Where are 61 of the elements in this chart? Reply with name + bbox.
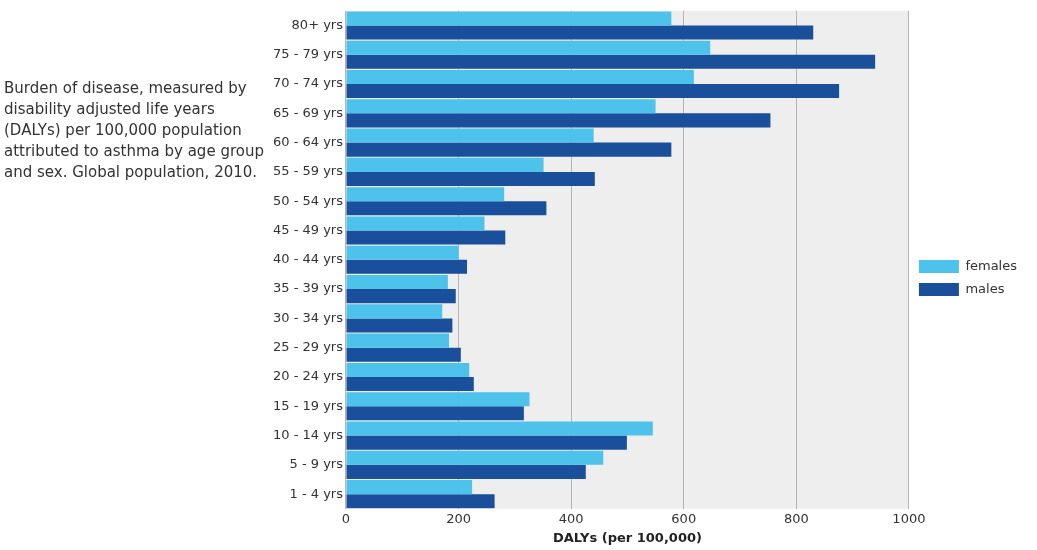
y-tick-label: 30 - 34 yrs bbox=[273, 309, 344, 325]
bar bbox=[346, 362, 470, 377]
bar bbox=[346, 450, 604, 465]
y-tick-label: 80+ yrs bbox=[291, 16, 344, 32]
x-tick-label: 0 bbox=[341, 510, 351, 526]
bar bbox=[346, 494, 495, 509]
bar bbox=[346, 245, 459, 260]
bar bbox=[346, 406, 524, 421]
bar bbox=[346, 275, 448, 290]
bar bbox=[346, 25, 814, 40]
y-tick-label: 10 - 14 yrs bbox=[273, 426, 344, 442]
bar bbox=[346, 230, 506, 245]
bar bbox=[346, 99, 656, 114]
y-tick-label: 55 - 59 yrs bbox=[273, 163, 344, 179]
y-tick-label: 45 - 49 yrs bbox=[273, 221, 344, 237]
bar bbox=[346, 84, 840, 99]
x-tick-label: 800 bbox=[783, 510, 809, 526]
legend-label: females bbox=[965, 257, 1018, 273]
bar bbox=[346, 69, 694, 85]
y-tick-label: 15 - 19 yrs bbox=[273, 397, 344, 413]
y-tick-label: 20 - 24 yrs bbox=[273, 368, 344, 384]
bar bbox=[346, 187, 505, 202]
x-tick-label: 400 bbox=[558, 510, 584, 526]
bar bbox=[346, 464, 586, 479]
bar bbox=[346, 480, 473, 495]
bar bbox=[346, 333, 449, 348]
bar bbox=[346, 289, 456, 304]
y-tick-label: 40 - 44 yrs bbox=[273, 251, 344, 267]
bar bbox=[346, 259, 468, 274]
y-tick-label: 75 - 79 yrs bbox=[273, 46, 344, 62]
y-tick-label: 50 - 54 yrs bbox=[273, 192, 344, 208]
bar bbox=[346, 392, 530, 407]
bar bbox=[346, 347, 461, 362]
bar bbox=[346, 157, 544, 172]
y-tick-label: 35 - 39 yrs bbox=[273, 280, 344, 296]
y-tick-label: 25 - 29 yrs bbox=[273, 339, 344, 355]
bar bbox=[346, 113, 771, 128]
x-tick-label: 1000 bbox=[892, 510, 926, 526]
y-tick-label: 1 - 4 yrs bbox=[289, 485, 344, 501]
bar bbox=[346, 142, 672, 157]
x-tick-label: 600 bbox=[671, 510, 697, 526]
y-tick-label: 60 - 64 yrs bbox=[273, 134, 344, 149]
bar bbox=[346, 40, 711, 55]
y-tick-label: 65 - 69 yrs bbox=[273, 104, 344, 120]
bar bbox=[346, 11, 672, 26]
x-axis-title: DALYs (per 100,000) bbox=[552, 529, 702, 545]
legend-label: males bbox=[965, 280, 1005, 296]
text: Burden of disease, measured by disability adjusted life years (DALYs) per 100,000 population attributed to asthma by age group and sex. Global population, 2010. bbox=[4, 78, 265, 183]
y-tick-label: 5 - 9 yrs bbox=[289, 456, 344, 472]
bar bbox=[346, 54, 876, 69]
bar bbox=[346, 171, 595, 186]
bar bbox=[346, 318, 453, 333]
bar bbox=[346, 216, 485, 231]
bar bbox=[346, 376, 474, 392]
bar bbox=[346, 304, 443, 319]
bar bbox=[346, 421, 653, 436]
y-tick-label: 70 - 74 yrs bbox=[273, 75, 344, 91]
bar bbox=[346, 128, 594, 143]
bar bbox=[346, 201, 547, 216]
bar bbox=[346, 435, 627, 450]
x-tick-label: 200 bbox=[446, 510, 471, 526]
